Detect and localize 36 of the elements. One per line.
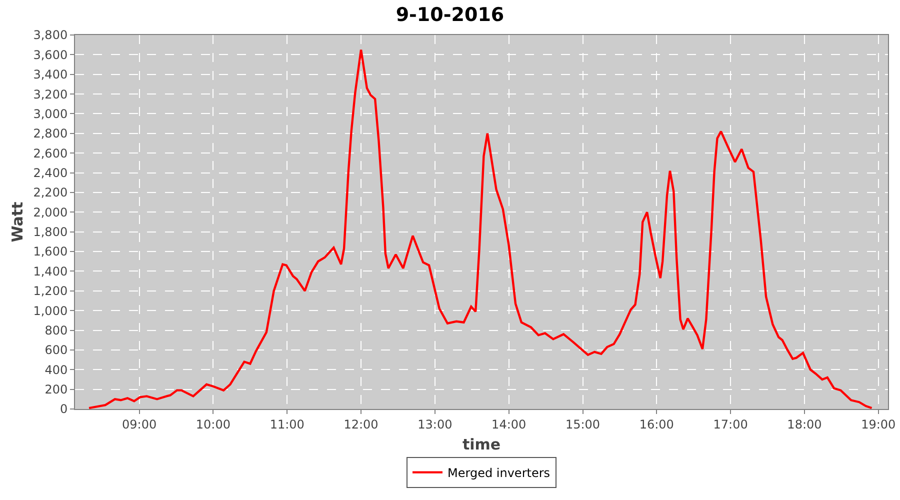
y-tick-label: 400: [44, 362, 68, 377]
y-tick-label: 0: [60, 402, 68, 416]
y-tick-label: 3,200: [33, 87, 68, 102]
y-tick-label: 1,400: [33, 264, 68, 278]
y-tick-label: 1,200: [33, 284, 68, 298]
y-tick-label: 3,000: [33, 106, 68, 121]
y-tick-label: 1,600: [33, 244, 68, 259]
y-tick-label: 3,600: [33, 48, 68, 62]
y-tick-label: 800: [44, 323, 68, 338]
line-series: [88, 48, 873, 409]
y-tick-label: 2,600: [33, 146, 68, 160]
chart-title: 9-10-2016: [396, 4, 504, 26]
y-axis-title: Watt: [8, 202, 26, 242]
x-tick-label: 09:00: [122, 417, 157, 432]
x-tick-label: 14:00: [492, 417, 526, 432]
y-tick-label: 2,000: [33, 205, 68, 220]
x-tick-label: 11:00: [270, 417, 304, 432]
y-tick-label: 1,800: [33, 225, 68, 240]
x-tick-label: 16:00: [639, 417, 674, 432]
legend-label: Merged inverters: [448, 466, 550, 480]
x-tick-label: 13:00: [418, 417, 452, 432]
y-tick-label: 2,400: [33, 166, 68, 180]
y-tick-label: 3,800: [33, 28, 68, 42]
x-tick-label: 18:00: [787, 417, 822, 432]
x-axis-title: time: [462, 435, 501, 454]
y-tick-label: 3,400: [33, 68, 68, 82]
x-tick-label: 12:00: [344, 417, 378, 432]
x-tick-label: 17:00: [713, 417, 748, 432]
x-tick-label: 10:00: [196, 417, 231, 432]
x-tick-label: 15:00: [565, 417, 600, 432]
y-tick-label: 2,800: [33, 126, 68, 141]
y-tick-label: 2,200: [33, 186, 68, 200]
y-tick-label: 600: [44, 343, 68, 358]
y-tick-label: 200: [44, 382, 68, 397]
x-tick-label: 19:00: [861, 417, 896, 432]
y-tick-label: 1,000: [33, 304, 68, 318]
